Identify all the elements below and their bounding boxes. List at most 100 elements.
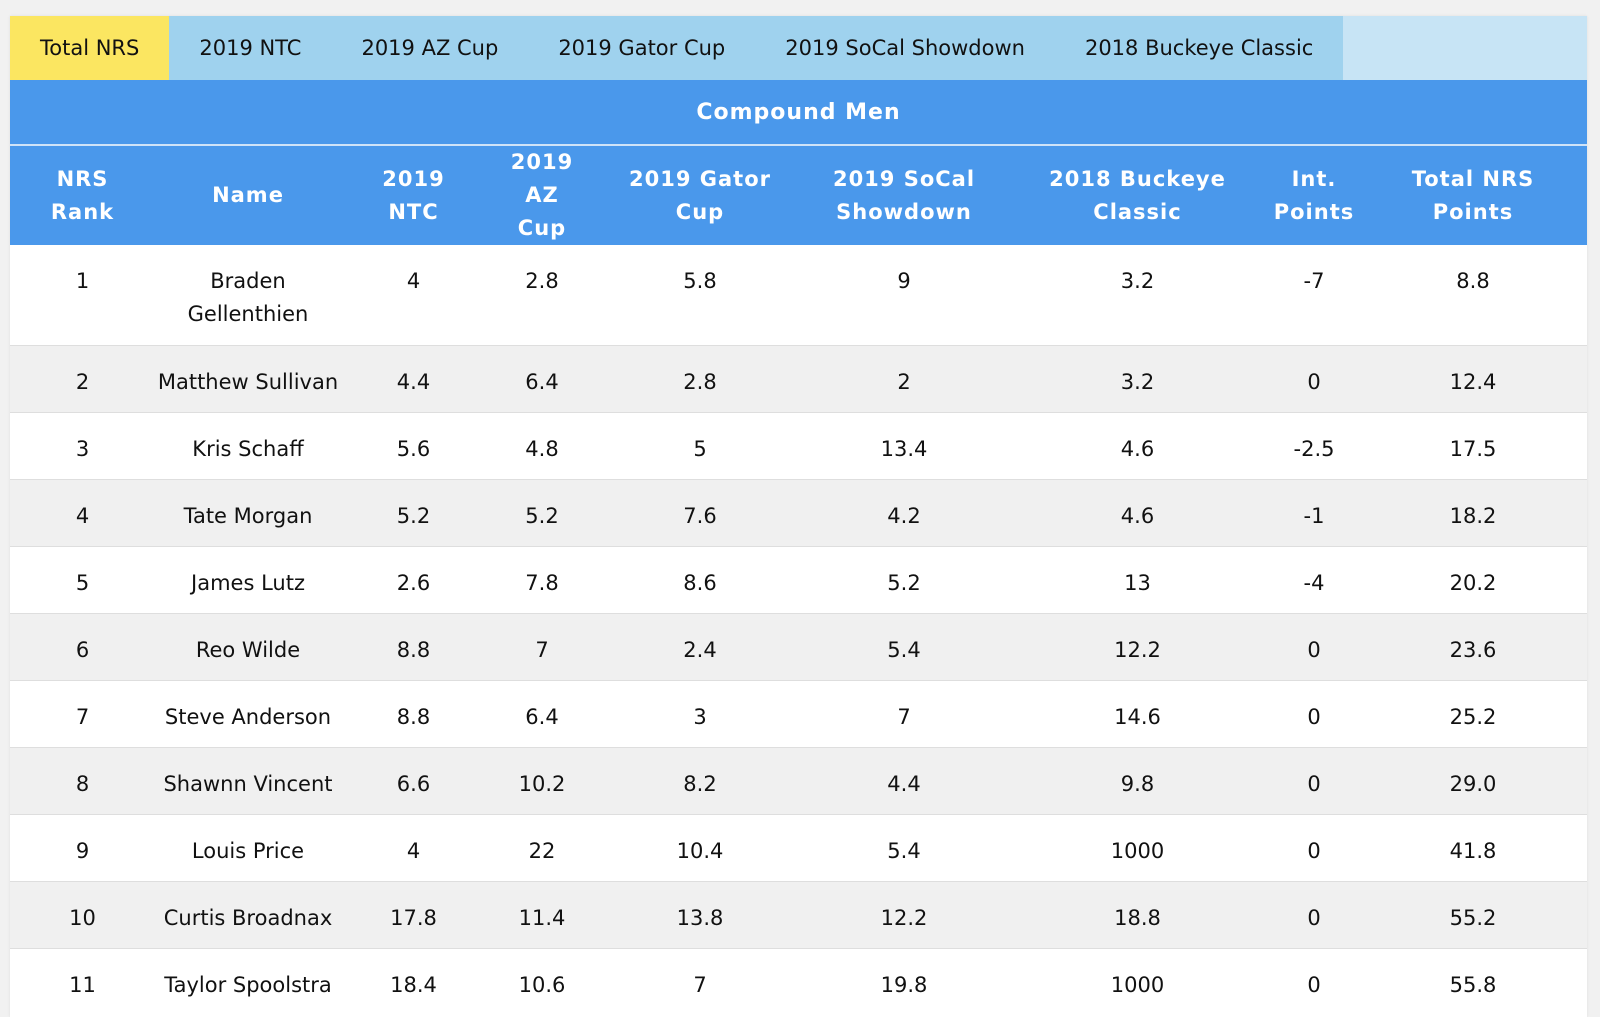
cell-2019-az-cup: 7 [486,613,598,681]
table-row: 9 Louis Price 4 22 10.4 5.4 1000 0 41.8 [10,814,1587,882]
cell-2019-az-cup: 10.6 [486,948,598,1015]
cell-2018-buckeye-classic: 1000 [1006,814,1269,882]
column-header-line: NTC [388,199,439,224]
tab-2019-socal-showdown[interactable]: 2019 SoCal Showdown [785,36,1025,60]
cell-int-points: 0 [1269,680,1359,748]
cell-2019-gator-cup: 10.4 [598,814,802,882]
tab-2019-gator-cup[interactable]: 2019 Gator Cup [558,36,726,60]
cell-name: Shawnn Vincent [155,747,341,815]
cell-total-nrs-points: 55.2 [1359,881,1587,949]
column-header-2019-ntc: 2019 NTC [341,146,486,245]
event-tabs: Total NRS 2019 NTC 2019 AZ Cup 2019 Gato… [10,16,1587,80]
table-header-row: NRS Rank Name 2019 NTC 2019 AZ Cup 2019 Gator Cu… [10,146,1587,245]
cell-2019-socal-showdown: 12.2 [802,881,1006,949]
tab-2019-az-cup[interactable]: 2019 AZ Cup [361,36,499,60]
table-row: 11 Taylor Spoolstra 18.4 10.6 7 19.8 1000 0 55.8 [10,948,1587,1015]
cell-name: Braden Gellenthien [155,245,341,346]
column-header-line: Points [1432,199,1514,224]
cell-nrs-rank: 7 [10,680,155,748]
cell-name: Kris Schaff [155,412,341,480]
cell-int-points: -4 [1269,546,1359,614]
cell-nrs-rank: 2 [10,345,155,413]
cell-2018-buckeye-classic: 9.8 [1006,747,1269,815]
column-header-int-points: Int. Points [1269,146,1359,245]
cell-2019-socal-showdown: 13.4 [802,412,1006,480]
column-header-line: Name [212,183,284,207]
tab-total-nrs[interactable]: Total NRS [10,16,170,80]
table-row: 2 Matthew Sullivan 4.4 6.4 2.8 2 3.2 0 12.4 [10,345,1587,413]
cell-name: Taylor Spoolstra [155,948,341,1015]
cell-2018-buckeye-classic: 4.6 [1006,412,1269,480]
cell-total-nrs-points: 23.6 [1359,613,1587,681]
cell-2019-az-cup: 5.2 [486,479,598,547]
cell-2019-az-cup: 10.2 [486,747,598,815]
tab-2019-ntc[interactable]: 2019 NTC [199,36,302,60]
table-row: 5 James Lutz 2.6 7.8 8.6 5.2 13 -4 20.2 [10,546,1587,614]
standings-panel: Total NRS 2019 NTC 2019 AZ Cup 2019 Gato… [10,16,1587,1017]
cell-nrs-rank: 11 [10,948,155,1015]
cell-2019-gator-cup: 13.8 [598,881,802,949]
cell-int-points: 0 [1269,345,1359,413]
cell-2019-socal-showdown: 19.8 [802,948,1006,1015]
cell-total-nrs-points: 17.5 [1359,412,1587,480]
athlete-name-line: Taylor Spoolstra [164,973,332,997]
cell-name: Tate Morgan [155,479,341,547]
column-header-total-nrs-points: Total NRS Points [1359,146,1587,245]
column-header-line: Points [1273,199,1355,224]
column-header-2018-buckeye-classic: 2018 Buckeye Classic [1006,146,1269,245]
cell-2019-gator-cup: 3 [598,680,802,748]
cell-name: Louis Price [155,814,341,882]
column-header-2019-gator-cup: 2019 Gator Cup [598,146,802,245]
cell-2019-ntc: 4.4 [341,345,486,413]
cell-2019-ntc: 8.8 [341,613,486,681]
cell-2019-socal-showdown: 4.4 [802,747,1006,815]
cell-2018-buckeye-classic: 18.8 [1006,881,1269,949]
table-row: 1 Braden Gellenthien 4 2.8 5.8 9 3.2 -7 8.8 [10,245,1587,346]
table-row: 10 Curtis Broadnax 17.8 11.4 13.8 12.2 18.8 0 55… [10,881,1587,949]
athlete-name-line: Curtis Broadnax [163,906,333,930]
cell-name: Curtis Broadnax [155,881,341,949]
column-header-line: 2019 [382,166,445,191]
cell-2019-socal-showdown: 5.2 [802,546,1006,614]
cell-2018-buckeye-classic: 1000 [1006,948,1269,1015]
athlete-name-line: Kris Schaff [192,437,304,461]
column-header-line: Total NRS [1411,166,1535,191]
cell-2019-ntc: 4 [406,269,421,293]
cell-2019-socal-showdown: 2 [802,345,1006,413]
table-row: 8 Shawnn Vincent 6.6 10.2 8.2 4.4 9.8 0 29.0 [10,747,1587,815]
cell-name: James Lutz [155,546,341,614]
column-header-line: 2019 Gator [629,166,771,191]
cell-nrs-rank: 10 [10,881,155,949]
cell-2019-az-cup: 7.8 [486,546,598,614]
cell-total-nrs-points: 8.8 [1456,269,1490,293]
cell-total-nrs-points: 55.8 [1359,948,1587,1015]
athlete-name-line: Shawnn Vincent [163,772,333,796]
table-title: Compound Men [10,80,1587,146]
cell-nrs-rank: 4 [10,479,155,547]
cell-2019-az-cup: 6.4 [486,345,598,413]
athlete-name-line: Tate Morgan [183,504,313,528]
cell-nrs-rank: 9 [10,814,155,882]
cell-2019-socal-showdown: 4.2 [802,479,1006,547]
athlete-name-line: Gellenthien [187,302,309,326]
cell-2019-az-cup: 11.4 [486,881,598,949]
cell-total-nrs-points: 20.2 [1359,546,1587,614]
cell-int-points: 0 [1269,747,1359,815]
column-header-line: Int. [1291,166,1337,191]
athlete-name-line: James Lutz [191,571,305,595]
cell-2019-ntc: 6.6 [341,747,486,815]
cell-int-points: -7 [1303,269,1325,293]
table-row: 6 Reo Wilde 8.8 7 2.4 5.4 12.2 0 23.6 [10,613,1587,681]
tab-2018-buckeye-classic[interactable]: 2018 Buckeye Classic [1084,36,1314,60]
column-header-line: Classic [1093,199,1182,224]
column-header-line: 2018 Buckeye [1049,166,1226,191]
cell-nrs-rank: 8 [10,747,155,815]
cell-2019-gator-cup: 7 [598,948,802,1015]
cell-total-nrs-points: 41.8 [1359,814,1587,882]
column-header-line: 2019 AZ [510,150,574,207]
column-header-line: Cup [675,199,725,224]
cell-2019-az-cup: 2.8 [525,269,559,293]
cell-2019-ntc: 8.8 [341,680,486,748]
cell-2019-socal-showdown: 5.4 [802,613,1006,681]
cell-int-points: -1 [1269,479,1359,547]
